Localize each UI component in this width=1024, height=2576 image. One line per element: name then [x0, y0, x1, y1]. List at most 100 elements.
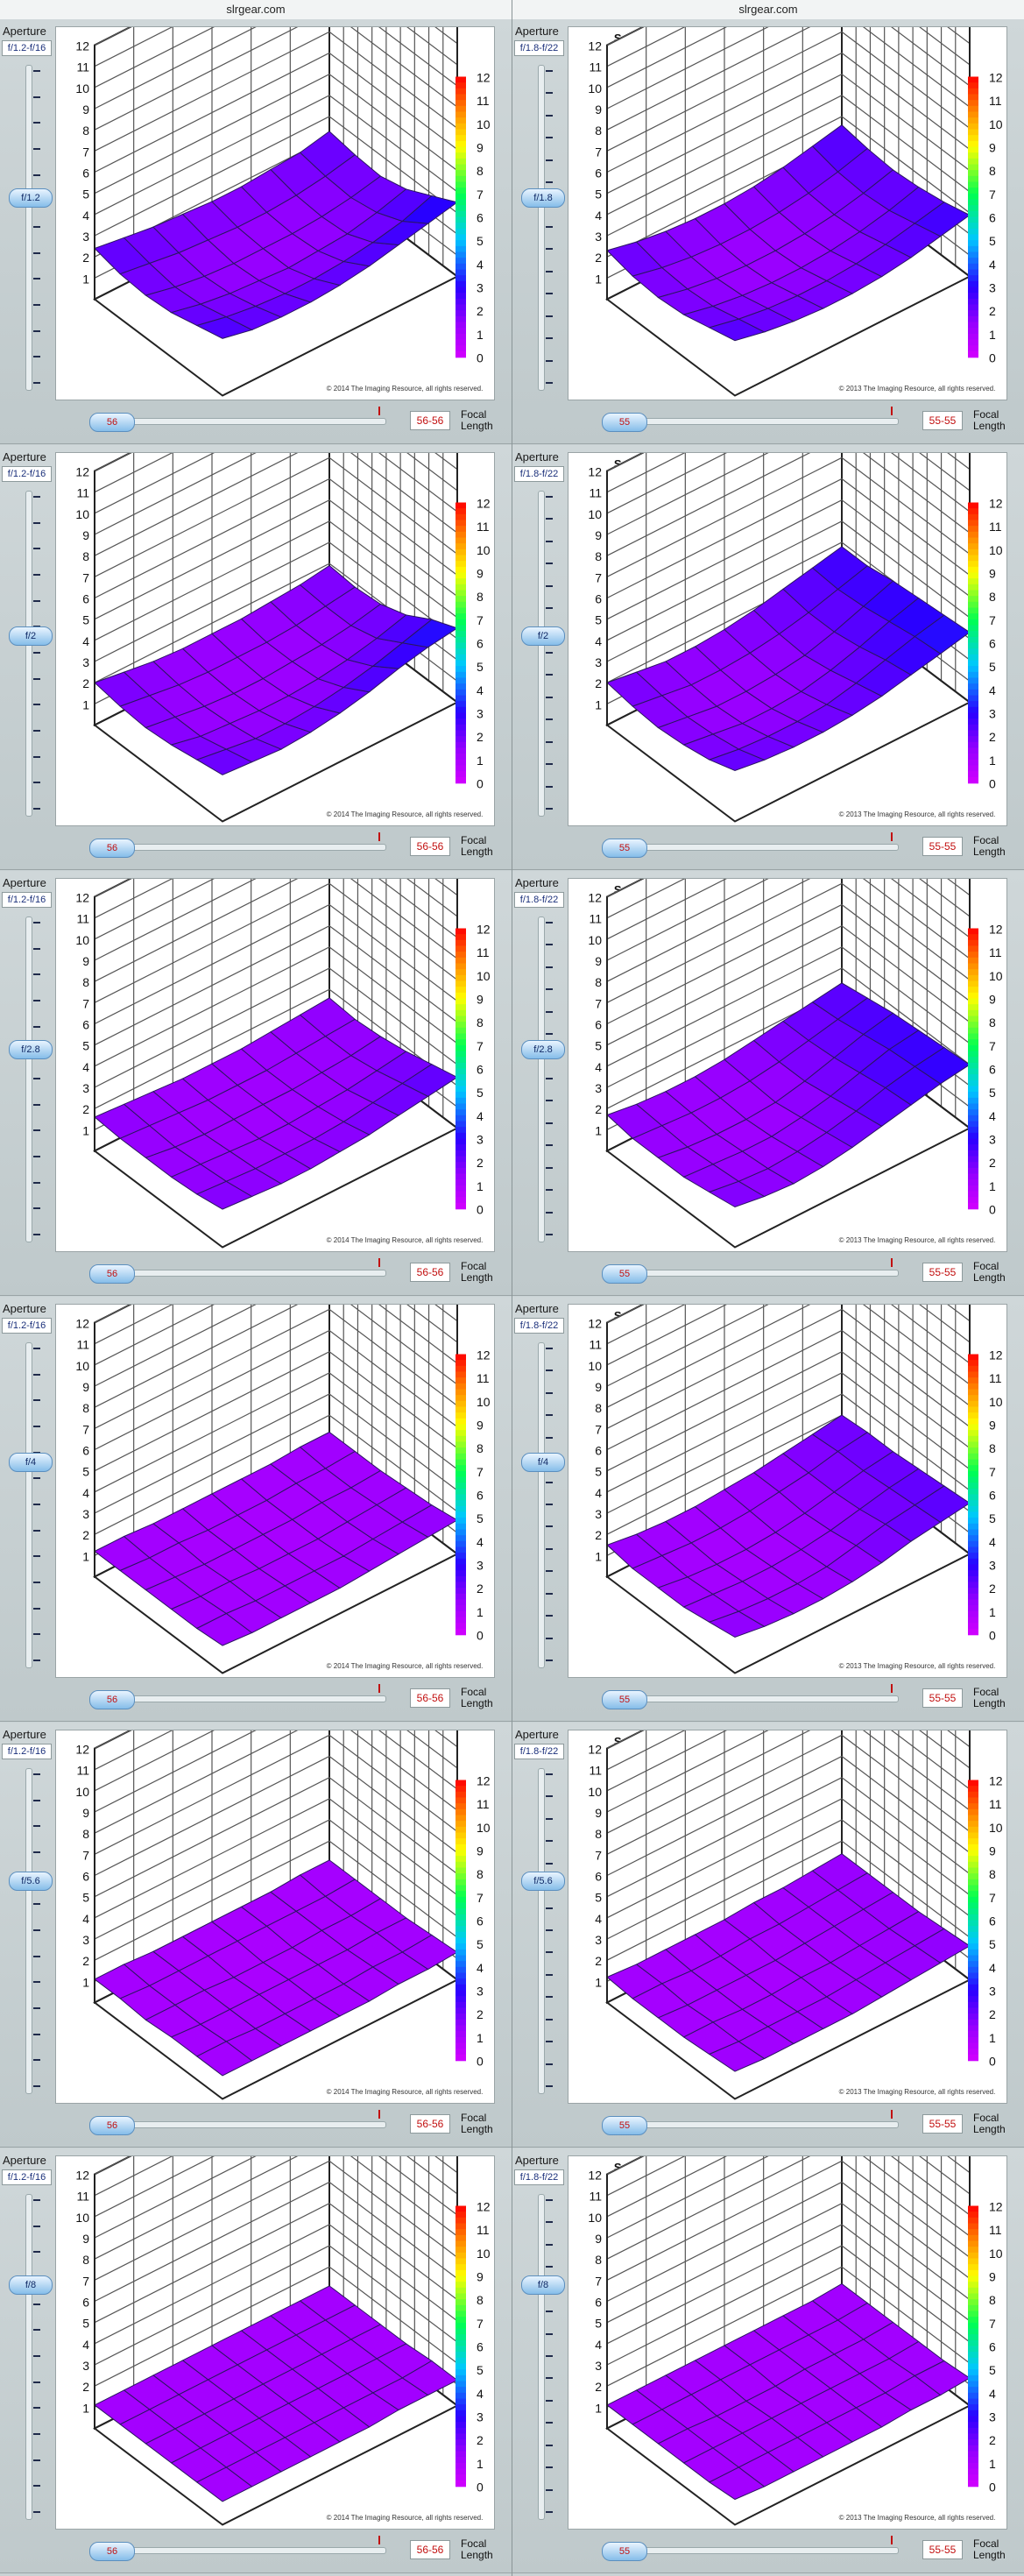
copyright-text: © 2014 The Imaging Resource, all rights … — [326, 2514, 484, 2522]
focal-slider-thumb[interactable]: 55 — [602, 1690, 647, 1709]
aperture-slider-thumb[interactable]: f/8 — [521, 2275, 565, 2295]
legend-swatch — [456, 561, 466, 568]
focal-slider-thumb[interactable]: 55 — [602, 2542, 647, 2561]
z-tick-label: 7 — [82, 1848, 89, 1862]
z-tick-label: 4 — [595, 1486, 602, 1500]
aperture-range: f/1.2-f/16 — [2, 40, 52, 56]
focal-slider-thumb[interactable]: 55 — [602, 839, 647, 858]
legend-label: 4 — [477, 1109, 484, 1123]
legend-swatch — [456, 1400, 466, 1408]
aperture-slider-track[interactable] — [538, 1342, 545, 1668]
z-tick-label: 11 — [589, 912, 602, 926]
legend-swatch — [968, 2352, 978, 2359]
aperture-slider-thumb[interactable]: f/2 — [521, 626, 565, 647]
aperture-slider-track[interactable] — [538, 491, 545, 817]
legend-swatch — [456, 1850, 466, 1857]
legend-swatch — [456, 572, 466, 579]
legend-label: 2 — [477, 2433, 484, 2447]
legend-swatch — [968, 1990, 978, 1997]
legend-swatch — [968, 1588, 978, 1595]
aperture-slider-thumb[interactable]: f/1.2 — [9, 188, 53, 208]
legend-swatch — [456, 537, 466, 544]
aperture-tick — [546, 1504, 553, 1505]
aperture-slider-track[interactable] — [538, 916, 545, 1242]
focal-slider-thumb[interactable]: 56 — [89, 1264, 135, 1284]
aperture-slider-track[interactable] — [538, 1768, 545, 2094]
aperture-tick — [546, 1189, 553, 1192]
aperture-tick — [546, 2041, 553, 2043]
aperture-slider-thumb[interactable]: f/5.6 — [9, 1872, 53, 1892]
focal-slider-track[interactable] — [91, 1270, 386, 1277]
focal-slider-track[interactable] — [604, 2547, 899, 2554]
focal-slider-track[interactable] — [91, 844, 386, 851]
focal-slider-track[interactable] — [91, 2547, 386, 2554]
focal-slider-thumb[interactable]: 55 — [602, 413, 647, 432]
aperture-slider-thumb[interactable]: f/2.8 — [521, 1039, 565, 1059]
legend-swatch — [456, 1564, 466, 1571]
legend-swatch — [968, 1389, 978, 1396]
legend-label: 1 — [477, 1179, 484, 1193]
legend-swatch — [456, 1540, 466, 1548]
legend-label: 2 — [477, 1582, 484, 1596]
copyright-text: © 2014 The Imaging Resource, all rights … — [326, 385, 484, 393]
focal-slider-track[interactable] — [91, 2121, 386, 2128]
legend-swatch — [968, 671, 978, 679]
focal-slider-thumb[interactable]: 56 — [89, 839, 135, 858]
legend-swatch — [968, 706, 978, 714]
legend-swatch — [968, 1832, 978, 1839]
aperture-tick — [546, 1951, 553, 1954]
legend-label: 3 — [477, 1985, 484, 1999]
legend-swatch — [968, 1972, 978, 1979]
focal-slider-track[interactable] — [604, 844, 899, 851]
aperture-slider-track[interactable] — [25, 491, 32, 817]
z-tick-label: 2 — [595, 1528, 602, 1542]
legend-swatch — [968, 1628, 978, 1636]
aperture-slider-track[interactable] — [538, 2194, 545, 2520]
focal-slider-thumb[interactable]: 56 — [89, 2116, 135, 2135]
aperture-slider-thumb[interactable]: f/8 — [9, 2275, 53, 2295]
aperture-slider-track[interactable] — [538, 65, 545, 391]
focal-slider-track[interactable] — [604, 418, 899, 425]
aperture-slider-thumb[interactable]: f/4 — [521, 1452, 565, 1472]
legend-swatch — [968, 730, 978, 737]
legend-swatch — [968, 1062, 978, 1070]
legend-swatch — [456, 2234, 466, 2242]
focal-slider-thumb[interactable]: 56 — [89, 1690, 135, 1709]
aperture-slider-thumb[interactable]: f/1.8 — [521, 188, 565, 208]
legend-swatch — [968, 2462, 978, 2470]
legend-label: 12 — [989, 1348, 1003, 1362]
legend-swatch — [456, 1191, 466, 1198]
legend-label: 10 — [989, 1395, 1003, 1409]
aperture-slider-track[interactable] — [25, 1342, 32, 1668]
focal-slider-thumb[interactable]: 56 — [89, 413, 135, 432]
aperture-slider-track[interactable] — [25, 916, 32, 1242]
aperture-tick — [546, 540, 553, 542]
aperture-slider-track[interactable] — [25, 1768, 32, 2094]
focal-slider-track[interactable] — [604, 1695, 899, 1702]
focal-slider-thumb[interactable]: 55 — [602, 1264, 647, 1284]
legend-swatch — [968, 2036, 978, 2044]
aperture-slider-thumb[interactable]: f/4 — [9, 1452, 53, 1472]
aperture-slider-track[interactable] — [25, 2194, 32, 2520]
legend-swatch — [456, 251, 466, 258]
legend-swatch — [968, 2451, 978, 2458]
legend-swatch — [456, 2031, 466, 2038]
focal-slider-thumb[interactable]: 56 — [89, 2542, 135, 2561]
focal-slider-track[interactable] — [91, 418, 386, 425]
legend-swatch — [968, 939, 978, 947]
focal-range-box: 55-55 — [922, 837, 963, 856]
focal-slider-thumb[interactable]: 55 — [602, 2116, 647, 2135]
legend-label: 10 — [477, 117, 491, 131]
aperture-slider-track[interactable] — [25, 65, 32, 391]
focal-slider-track[interactable] — [604, 2121, 899, 2128]
legend-label: 9 — [477, 993, 484, 1007]
focal-slider-track[interactable] — [604, 1270, 899, 1277]
focal-slider-track[interactable] — [91, 1695, 386, 1702]
aperture-slider-thumb[interactable]: f/2.8 — [9, 1039, 53, 1059]
legend-swatch — [968, 2042, 978, 2049]
aperture-slider-thumb[interactable]: f/2 — [9, 626, 53, 647]
legend-swatch — [968, 980, 978, 987]
legend-swatch — [968, 1400, 978, 1408]
aperture-tick — [546, 2266, 553, 2268]
aperture-slider-thumb[interactable]: f/5.6 — [521, 1872, 565, 1892]
